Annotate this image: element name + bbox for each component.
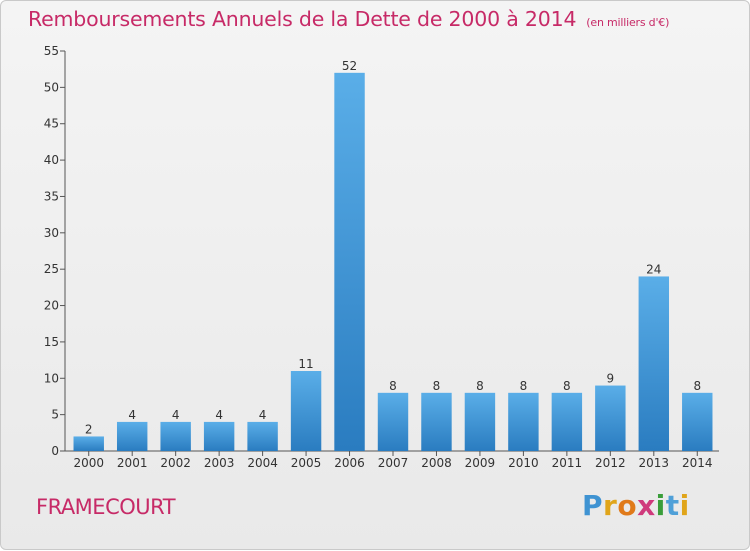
x-tick-label: 2011: [552, 456, 583, 470]
bar: [638, 276, 670, 451]
data-label: 4: [259, 408, 267, 422]
bar: [73, 436, 104, 451]
y-tick-label: 40: [44, 153, 59, 167]
logo-letter: o: [617, 489, 638, 522]
x-tick-label: 2009: [465, 456, 496, 470]
bar: [334, 72, 365, 452]
bar: [595, 385, 626, 451]
x-tick-label: 2002: [160, 456, 191, 470]
x-tick-label: 2012: [595, 456, 626, 470]
logo-letter: P: [582, 489, 604, 522]
chart-axes: 0 5 10 15 20 25 30 35 40 45 50 55: [44, 44, 719, 458]
data-label: 4: [215, 408, 223, 422]
data-label: 8: [433, 379, 441, 393]
data-label: 8: [476, 379, 484, 393]
x-tick-label: 2013: [639, 456, 670, 470]
x-tick-label: 2003: [204, 456, 235, 470]
bar: [160, 421, 191, 451]
y-tick-label: 5: [51, 408, 59, 422]
y-tick-label: 30: [44, 226, 59, 240]
x-tick-label: 2014: [682, 456, 713, 470]
data-label: 2: [85, 422, 93, 436]
chart-bars: [73, 72, 713, 452]
data-label: 4: [128, 408, 136, 422]
logo-letter: i: [679, 489, 690, 522]
data-label: 9: [607, 372, 615, 386]
chart-labels: 2000 2 2001 4 2002 4 2003 4 2004 4 2005 11 2006 52 200…: [73, 59, 712, 470]
x-tick-label: 2010: [508, 456, 539, 470]
bar: [290, 371, 322, 451]
data-label: 11: [298, 357, 313, 371]
x-tick-label: 2001: [117, 456, 148, 470]
bar: [508, 392, 539, 451]
bar: [421, 392, 452, 451]
bar: [377, 392, 409, 451]
data-label: 8: [389, 379, 397, 393]
y-tick-label: 10: [44, 371, 59, 385]
x-tick-label: 2007: [378, 456, 409, 470]
y-tick-label: 25: [44, 262, 59, 276]
data-label: 8: [693, 379, 701, 393]
logo-letter: x: [637, 489, 656, 522]
logo-letter: i: [655, 489, 666, 522]
bar: [247, 421, 278, 451]
data-label: 52: [342, 59, 357, 73]
y-tick-label: 50: [44, 80, 59, 94]
logo-letter: r: [603, 489, 618, 522]
x-tick-label: 2008: [421, 456, 452, 470]
x-tick-label: 2006: [334, 456, 365, 470]
x-tick-label: 2004: [247, 456, 278, 470]
y-tick-label: 35: [44, 189, 59, 203]
bar: [551, 392, 583, 451]
x-tick-label: 2000: [73, 456, 104, 470]
x-tick-label: 2005: [291, 456, 322, 470]
data-label: 8: [520, 379, 528, 393]
logo-letter: t: [665, 489, 680, 522]
chart-unit: (en milliers d'€): [586, 16, 670, 29]
y-tick-label: 55: [44, 44, 59, 58]
y-tick-label: 15: [44, 335, 59, 349]
commune-name: FRAMECOURT: [36, 495, 176, 519]
y-tick-label: 0: [51, 444, 59, 458]
bar: [116, 421, 148, 451]
bar: [464, 392, 496, 451]
data-label: 24: [646, 262, 661, 276]
chart-title: Remboursements Annuels de la Dette de 20…: [28, 7, 669, 31]
chart-title-text: Remboursements Annuels de la Dette de 20…: [28, 7, 577, 31]
bar: [682, 392, 713, 451]
data-label: 8: [563, 379, 571, 393]
y-tick-label: 20: [44, 299, 59, 313]
bar: [203, 421, 235, 451]
proxiti-logo: Proxiti: [582, 489, 690, 522]
y-tick-label: 45: [44, 117, 59, 131]
data-label: 4: [172, 408, 180, 422]
